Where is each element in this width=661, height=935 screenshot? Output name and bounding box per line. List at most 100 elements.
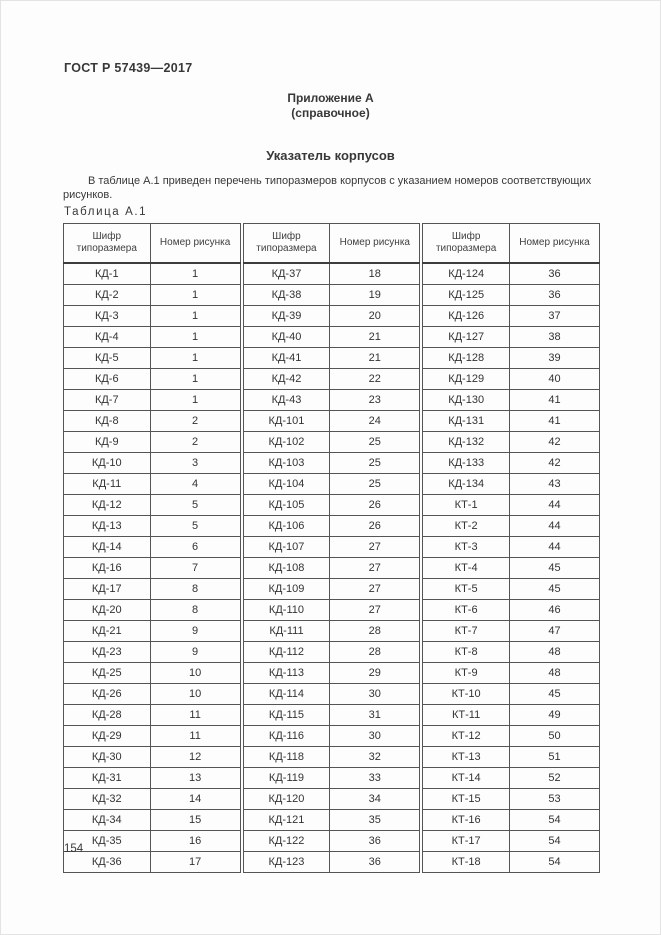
table-group-3: Шифр типоразмера Номер рисунка КД-124 36 КД-…: [422, 223, 601, 873]
figure-number-cell: 10: [149, 683, 241, 705]
table-row: КД-123 36: [242, 851, 421, 873]
figure-number-cell: 44: [508, 536, 601, 558]
figure-number-cell: 31: [329, 704, 421, 726]
typesize-code-cell: КД-133: [422, 452, 510, 474]
figure-number-cell: 1: [149, 368, 241, 390]
table-row: КТ-17 54: [422, 830, 601, 852]
figure-number-cell: 28: [329, 641, 421, 663]
figure-number-cell: 25: [329, 473, 421, 495]
table-row: КД-124 36: [422, 262, 601, 285]
table-row: КД-5 1: [63, 347, 241, 369]
figure-number-cell: 6: [149, 536, 241, 558]
table-row: КД-4 1: [63, 326, 241, 348]
section-title: Указатель корпусов: [266, 148, 395, 163]
page-number: 154: [64, 843, 84, 855]
typesize-code-cell: КД-109: [242, 578, 331, 600]
table-row: КД-30 12: [63, 746, 241, 768]
figure-number-cell: 1: [149, 305, 241, 327]
typesize-code-cell: КД-7: [63, 389, 151, 411]
figure-number-cell: 34: [329, 788, 421, 810]
typesize-code-cell: КД-28: [63, 704, 151, 726]
figure-number-cell: 27: [329, 578, 421, 600]
figure-number-cell: 33: [329, 767, 421, 789]
figure-number-cell: 8: [149, 578, 241, 600]
figure-number-cell: 45: [508, 683, 601, 705]
figure-number-cell: 50: [508, 725, 601, 747]
index-table: Шифр типоразмера Номер рисунка КД-1 1 КД-2 1 К…: [63, 223, 601, 873]
table-row: КД-129 40: [422, 368, 601, 390]
typesize-code-cell: КД-102: [242, 431, 331, 453]
typesize-code-cell: КД-26: [63, 683, 151, 705]
table-row: КТ-12 50: [422, 725, 601, 747]
figure-number-cell: 38: [508, 326, 601, 348]
typesize-code-cell: КД-8: [63, 410, 151, 432]
table-row: КД-110 27: [242, 599, 421, 621]
typesize-code-cell: КД-25: [63, 662, 151, 684]
table-row: КД-38 19: [242, 284, 421, 306]
typesize-code-cell: КД-105: [242, 494, 331, 516]
table-row: КД-101 24: [242, 410, 421, 432]
table-row: КТ-18 54: [422, 851, 601, 873]
typesize-code-cell: КД-111: [242, 620, 331, 642]
table-row: КД-115 31: [242, 704, 421, 726]
header-row: Шифр типоразмера Номер рисунка: [242, 223, 421, 264]
figure-number-cell: 2: [149, 410, 241, 432]
typesize-code-cell: КД-21: [63, 620, 151, 642]
table-row: КД-130 41: [422, 389, 601, 411]
typesize-code-cell: КД-37: [242, 262, 331, 285]
table-row: КД-41 21: [242, 347, 421, 369]
table-row: КД-9 2: [63, 431, 241, 453]
table-row: КД-103 25: [242, 452, 421, 474]
figure-number-cell: 30: [329, 683, 421, 705]
typesize-code-cell: КТ-7: [422, 620, 510, 642]
typesize-code-cell: КД-123: [242, 851, 331, 873]
table-row: КД-131 41: [422, 410, 601, 432]
figure-number-cell: 11: [149, 725, 241, 747]
typesize-code-cell: КТ-2: [422, 515, 510, 537]
figure-number-cell: 44: [508, 515, 601, 537]
figure-number-cell: 45: [508, 557, 601, 579]
figure-number-cell: 1: [149, 326, 241, 348]
table-row: КД-121 35: [242, 809, 421, 831]
typesize-code-cell: КД-3: [63, 305, 151, 327]
typesize-code-cell: КД-6: [63, 368, 151, 390]
figure-number-cell: 26: [329, 494, 421, 516]
table-row: КД-126 37: [422, 305, 601, 327]
table-row: КД-25 10: [63, 662, 241, 684]
table-row: КД-23 9: [63, 641, 241, 663]
figure-number-cell: 46: [508, 599, 601, 621]
table-row: КТ-7 47: [422, 620, 601, 642]
typesize-code-cell: КД-32: [63, 788, 151, 810]
table-row: КД-2 1: [63, 284, 241, 306]
table-row: КД-12 5: [63, 494, 241, 516]
appendix-subtitle: (справочное): [291, 105, 370, 120]
typesize-code-cell: КД-120: [242, 788, 331, 810]
figure-number-cell: 27: [329, 557, 421, 579]
table-row: КД-39 20: [242, 305, 421, 327]
table-row: КД-118 32: [242, 746, 421, 768]
table-row: КТ-1 44: [422, 494, 601, 516]
table-row: КД-104 25: [242, 473, 421, 495]
typesize-code-cell: КТ-4: [422, 557, 510, 579]
figure-number-cell: 19: [329, 284, 421, 306]
figure-number-cell: 15: [149, 809, 241, 831]
typesize-code-cell: КД-129: [422, 368, 510, 390]
figure-number-cell: 25: [329, 431, 421, 453]
figure-number-cell: 24: [329, 410, 421, 432]
table-row: КТ-13 51: [422, 746, 601, 768]
table-row: КД-107 27: [242, 536, 421, 558]
typesize-code-cell: КТ-15: [422, 788, 510, 810]
table-row: КД-1 1: [63, 262, 241, 285]
typesize-code-cell: КД-127: [422, 326, 510, 348]
typesize-code-cell: КД-43: [242, 389, 331, 411]
table-row: КД-10 3: [63, 452, 241, 474]
typesize-code-cell: КД-104: [242, 473, 331, 495]
figure-number-cell: 27: [329, 536, 421, 558]
typesize-code-cell: КД-119: [242, 767, 331, 789]
table-row: КТ-11 49: [422, 704, 601, 726]
typesize-code-cell: КД-13: [63, 515, 151, 537]
figure-number-cell: 13: [149, 767, 241, 789]
table-row: КД-108 27: [242, 557, 421, 579]
figure-number-cell: 54: [508, 809, 601, 831]
figure-number-cell: 26: [329, 515, 421, 537]
